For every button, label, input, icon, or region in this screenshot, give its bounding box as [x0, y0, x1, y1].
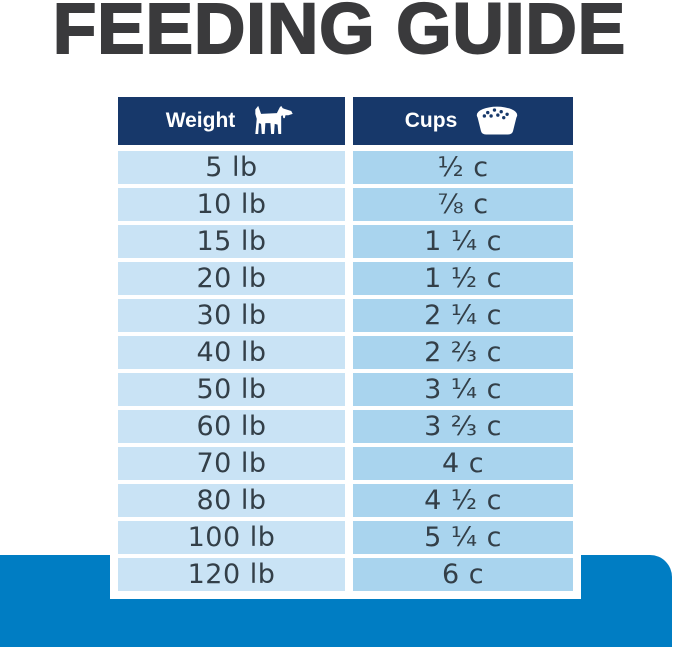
cups-cell: ½ c [353, 151, 573, 184]
cups-cell: 3 ¼ c [353, 373, 573, 406]
table-row: 20 lb 1 ½ c [118, 262, 573, 295]
weight-cell: 40 lb [118, 336, 345, 369]
cups-cell: 2 ¼ c [353, 299, 573, 332]
cups-cell: 6 c [353, 558, 573, 591]
header-cups-label: Cups [404, 109, 458, 132]
table-row: 40 lb 2 ⅔ c [118, 336, 573, 369]
weight-cell: 120 lb [118, 558, 345, 591]
cups-cell: 4 ½ c [353, 484, 573, 517]
cups-cell: 3 ⅔ c [353, 410, 573, 443]
feeding-guide-table: Weight Cups 5 lb ½ c 10 lb [110, 89, 581, 599]
cups-cell: 4 c [353, 447, 573, 480]
table-row: 50 lb 3 ¼ c [118, 373, 573, 406]
dog-bowl-icon [477, 106, 518, 135]
table-row: 30 lb 2 ¼ c [118, 299, 573, 332]
table-header-row: Weight Cups [118, 97, 573, 145]
header-weight: Weight [118, 97, 345, 145]
header-weight-label: Weight [165, 109, 236, 132]
cups-cell: ⅞ c [353, 188, 573, 221]
cups-cell: 1 ½ c [353, 262, 573, 295]
weight-cell: 70 lb [118, 447, 345, 480]
weight-cell: 80 lb [118, 484, 345, 517]
table-row: 60 lb 3 ⅔ c [118, 410, 573, 443]
cups-cell: 1 ¼ c [353, 225, 573, 258]
table-row: 5 lb ½ c [118, 151, 573, 184]
weight-cell: 5 lb [118, 151, 345, 184]
weight-cell: 100 lb [118, 521, 345, 554]
weight-cell: 20 lb [118, 262, 345, 295]
weight-cell: 60 lb [118, 410, 345, 443]
page-title: FEEDING GUIDE [52, 0, 627, 69]
cups-cell: 5 ¼ c [353, 521, 573, 554]
table-row: 100 lb 5 ¼ c [118, 521, 573, 554]
header-cups: Cups [353, 97, 573, 145]
weight-cell: 50 lb [118, 373, 345, 406]
table-row: 70 lb 4 c [118, 447, 573, 480]
cups-cell: 2 ⅔ c [353, 336, 573, 369]
table-row: 120 lb 6 c [118, 558, 573, 591]
weight-cell: 15 lb [118, 225, 345, 258]
weight-cell: 30 lb [118, 299, 345, 332]
table-row: 80 lb 4 ½ c [118, 484, 573, 517]
weight-cell: 10 lb [118, 188, 345, 221]
table-row: 15 lb 1 ¼ c [118, 225, 573, 258]
table-row: 10 lb ⅞ c [118, 188, 573, 221]
dog-icon [255, 105, 293, 134]
